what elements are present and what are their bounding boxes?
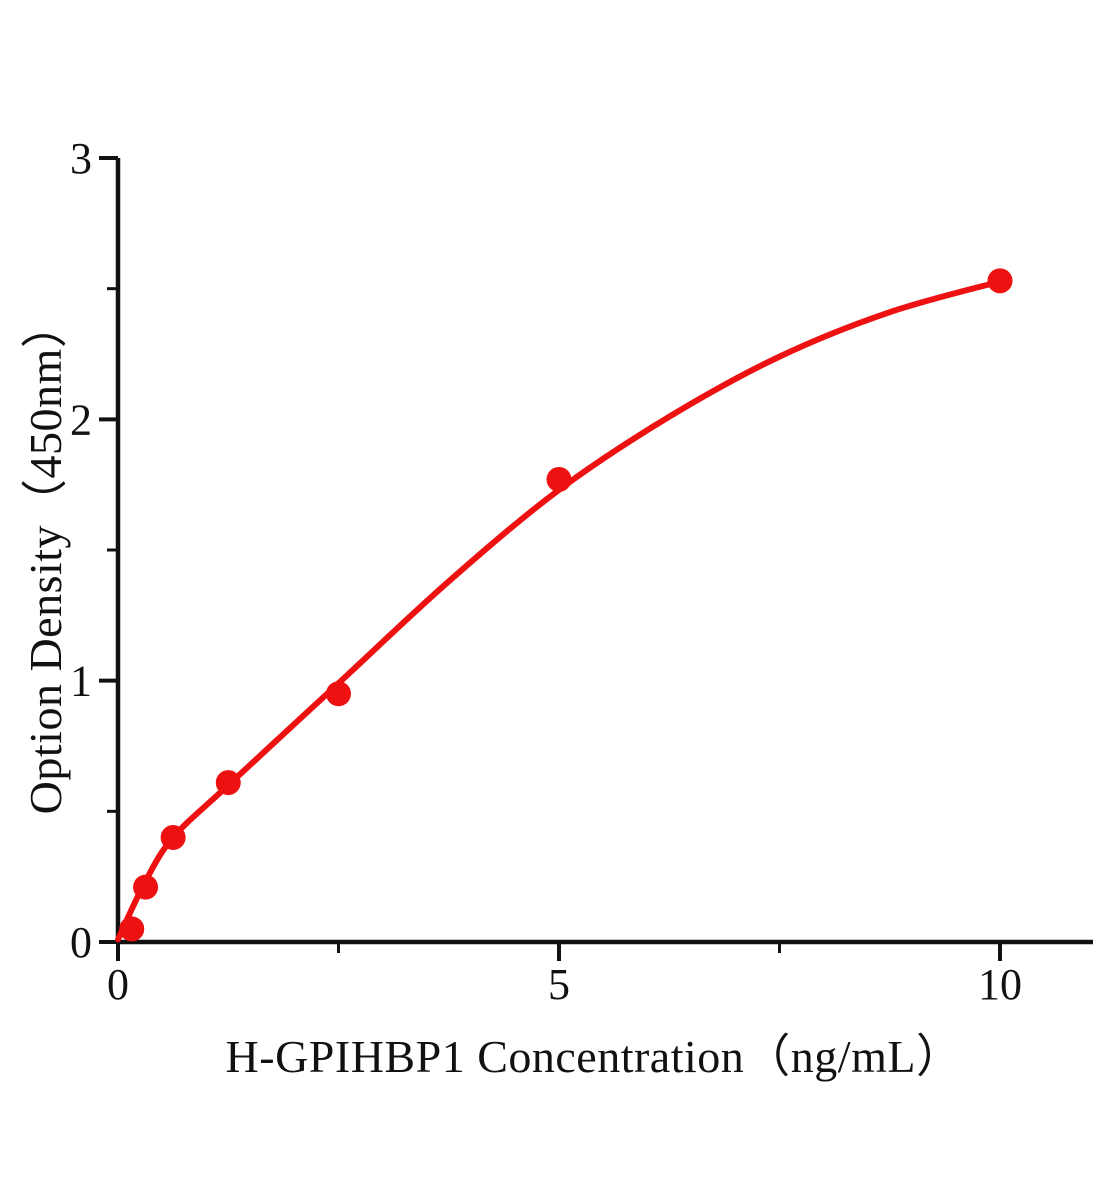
y-tick-label: 3 [70, 134, 92, 183]
x-tick-label: 0 [107, 960, 129, 1009]
x-axis-title: H-GPIHBP1 Concentration（ng/mL） [225, 1031, 963, 1082]
data-point [215, 770, 241, 796]
fit-curve [115, 277, 1006, 943]
y-axis-title: Option Density（450nm） [20, 301, 71, 815]
data-point [119, 916, 145, 942]
data-point [160, 824, 186, 850]
y-tick-label: 1 [70, 657, 92, 706]
y-tick-label: 0 [70, 918, 92, 967]
y-tick-label: 2 [70, 395, 92, 444]
x-tick-label: 5 [548, 960, 570, 1009]
data-point [987, 268, 1013, 294]
data-point [326, 681, 351, 707]
data-point [546, 466, 572, 492]
data-point [133, 874, 159, 900]
x-tick-label: 10 [978, 960, 1022, 1009]
